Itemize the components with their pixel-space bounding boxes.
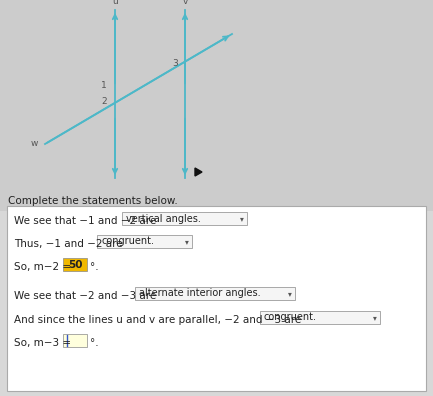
Text: So, m−2 =: So, m−2 =: [14, 262, 74, 272]
Text: ▾: ▾: [185, 237, 189, 246]
Text: vertical angles.: vertical angles.: [126, 213, 201, 223]
FancyBboxPatch shape: [63, 334, 87, 347]
Text: v: v: [182, 0, 187, 6]
Text: congruent.: congruent.: [264, 312, 317, 322]
Text: 50: 50: [68, 259, 82, 270]
Text: u: u: [112, 0, 118, 6]
Text: alternate interior angles.: alternate interior angles.: [139, 289, 261, 299]
FancyBboxPatch shape: [122, 212, 247, 225]
Text: Thus, −1 and −2 are: Thus, −1 and −2 are: [14, 239, 123, 249]
Text: congruent.: congruent.: [101, 236, 154, 246]
Text: ▾: ▾: [288, 289, 292, 298]
FancyBboxPatch shape: [0, 0, 433, 211]
FancyBboxPatch shape: [63, 258, 87, 271]
Text: We see that −1 and −2 are: We see that −1 and −2 are: [14, 216, 156, 226]
Text: °.: °.: [90, 262, 99, 272]
Text: ▾: ▾: [373, 313, 377, 322]
Text: 1: 1: [101, 82, 107, 91]
Text: w: w: [31, 139, 38, 148]
Text: 2: 2: [101, 97, 107, 107]
Text: We see that −2 and −3 are: We see that −2 and −3 are: [14, 291, 156, 301]
FancyBboxPatch shape: [7, 206, 426, 391]
FancyBboxPatch shape: [135, 287, 295, 300]
Polygon shape: [195, 168, 202, 176]
FancyBboxPatch shape: [97, 235, 192, 248]
FancyBboxPatch shape: [260, 311, 380, 324]
Text: Complete the statements below.: Complete the statements below.: [8, 196, 178, 206]
Text: ▾: ▾: [240, 214, 244, 223]
Text: °.: °.: [90, 338, 99, 348]
Text: And since the lines u and v are parallel, −2 and −3 are: And since the lines u and v are parallel…: [14, 315, 301, 325]
Text: So, m−3 =: So, m−3 =: [14, 338, 74, 348]
Text: 3: 3: [172, 59, 178, 69]
